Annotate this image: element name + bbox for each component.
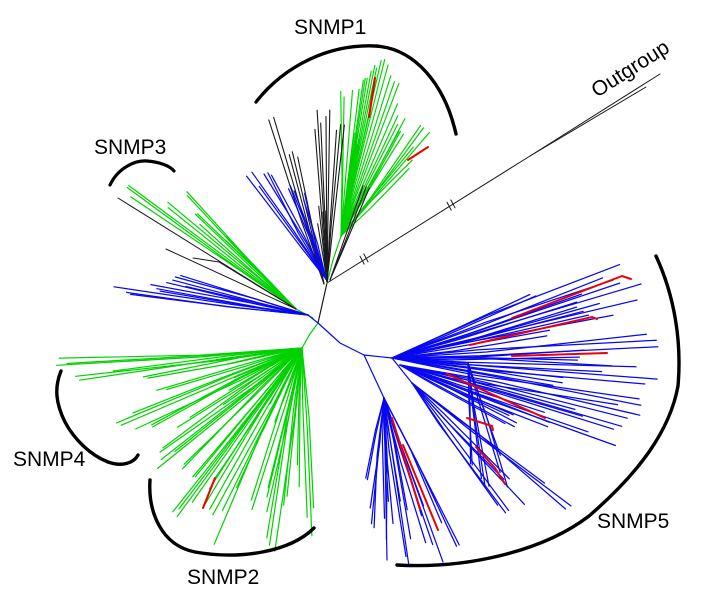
svg-text:SNMP1: SNMP1 [294,16,366,39]
svg-text:SNMP3: SNMP3 [94,136,166,159]
svg-text:SNMP2: SNMP2 [187,566,259,589]
svg-text:SNMP4: SNMP4 [13,448,86,471]
svg-text:SNMP5: SNMP5 [597,510,669,533]
